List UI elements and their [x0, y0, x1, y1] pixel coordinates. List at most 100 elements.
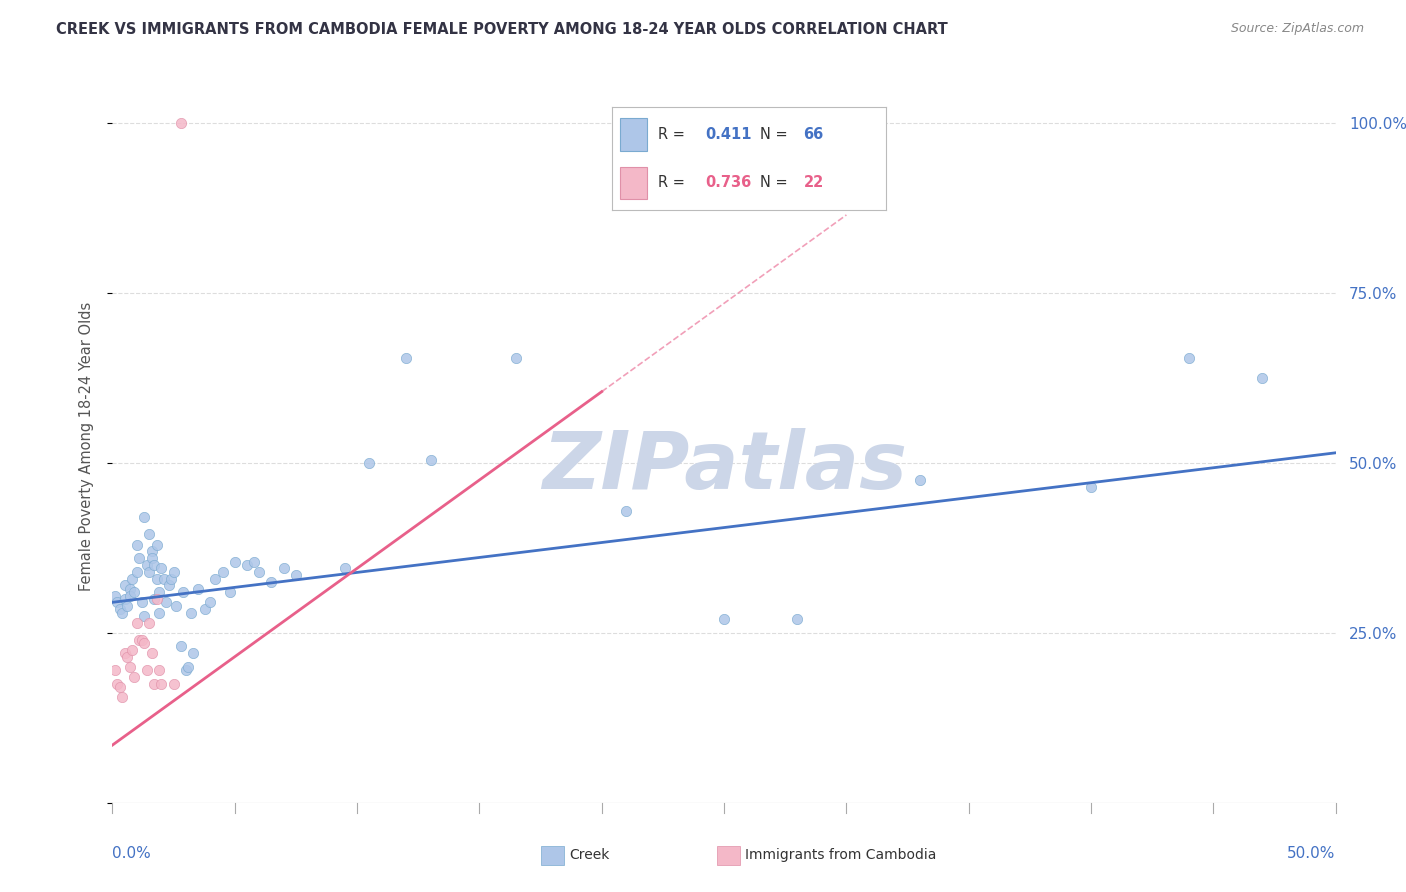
- Point: [395, 351, 418, 365]
- Point: [1251, 371, 1274, 385]
- Point: [138, 565, 160, 579]
- Point: [219, 585, 242, 599]
- Point: [187, 582, 209, 596]
- Point: [247, 565, 270, 579]
- Point: [125, 565, 148, 579]
- Point: [124, 670, 146, 684]
- Point: [713, 612, 735, 626]
- Point: [200, 595, 222, 609]
- Text: 0.0%: 0.0%: [112, 846, 152, 861]
- Text: Immigrants from Cambodia: Immigrants from Cambodia: [745, 848, 936, 863]
- Point: [148, 585, 170, 599]
- Point: [138, 527, 160, 541]
- Point: [153, 572, 176, 586]
- Point: [124, 585, 146, 599]
- Text: 22: 22: [804, 176, 824, 191]
- Point: [236, 558, 259, 572]
- Text: N =: N =: [759, 128, 792, 142]
- Point: [143, 558, 166, 572]
- Text: R =: R =: [658, 176, 690, 191]
- Point: [115, 649, 138, 664]
- Point: [163, 565, 186, 579]
- Point: [224, 555, 246, 569]
- Text: 0.736: 0.736: [704, 176, 751, 191]
- Point: [181, 646, 204, 660]
- Text: 50.0%: 50.0%: [1288, 846, 1336, 861]
- Point: [177, 660, 200, 674]
- Point: [114, 591, 136, 606]
- Point: [284, 568, 308, 582]
- Point: [141, 544, 163, 558]
- Point: [165, 599, 187, 613]
- Point: [1178, 351, 1201, 365]
- Point: [155, 595, 177, 609]
- Point: [141, 646, 163, 660]
- Point: [170, 640, 193, 654]
- Point: [115, 599, 138, 613]
- Point: [170, 116, 193, 130]
- Point: [273, 561, 295, 575]
- Point: [114, 578, 136, 592]
- Point: [135, 663, 157, 677]
- Point: [111, 606, 134, 620]
- Point: [157, 578, 180, 592]
- Point: [108, 680, 131, 694]
- Point: [180, 606, 202, 620]
- Point: [908, 473, 931, 487]
- Point: [111, 690, 134, 705]
- Point: [211, 565, 233, 579]
- Point: [105, 595, 128, 609]
- Point: [614, 503, 637, 517]
- Text: Source: ZipAtlas.com: Source: ZipAtlas.com: [1230, 22, 1364, 36]
- Point: [118, 660, 141, 674]
- Point: [150, 677, 173, 691]
- Bar: [620, 167, 647, 199]
- Point: [138, 615, 160, 630]
- Point: [148, 606, 170, 620]
- Point: [419, 452, 441, 467]
- Text: R =: R =: [658, 128, 690, 142]
- Point: [128, 551, 150, 566]
- Point: [172, 585, 194, 599]
- Point: [118, 582, 141, 596]
- Point: [145, 572, 167, 586]
- Point: [163, 677, 186, 691]
- Point: [143, 591, 166, 606]
- Point: [145, 591, 167, 606]
- Point: [134, 636, 156, 650]
- Text: ZIPatlas: ZIPatlas: [541, 428, 907, 507]
- Point: [114, 646, 136, 660]
- Point: [359, 456, 381, 470]
- Point: [134, 510, 156, 524]
- Point: [131, 595, 153, 609]
- Point: [108, 602, 131, 616]
- Point: [125, 615, 148, 630]
- Point: [243, 555, 266, 569]
- Point: [1080, 480, 1102, 494]
- Text: Creek: Creek: [569, 848, 610, 863]
- Point: [786, 612, 808, 626]
- Bar: [620, 119, 647, 151]
- Point: [145, 537, 167, 551]
- Point: [128, 632, 150, 647]
- Point: [160, 572, 183, 586]
- Point: [141, 551, 163, 566]
- Point: [104, 663, 127, 677]
- Point: [104, 589, 127, 603]
- Text: 0.411: 0.411: [704, 128, 751, 142]
- Point: [150, 561, 173, 575]
- Point: [505, 351, 527, 365]
- Point: [148, 663, 170, 677]
- Text: 66: 66: [804, 128, 824, 142]
- Point: [134, 608, 156, 623]
- Point: [260, 574, 283, 589]
- Point: [118, 589, 141, 603]
- Point: [131, 632, 153, 647]
- Point: [204, 572, 226, 586]
- Point: [121, 643, 143, 657]
- Point: [174, 663, 197, 677]
- Text: N =: N =: [759, 176, 792, 191]
- Point: [143, 677, 166, 691]
- Y-axis label: Female Poverty Among 18-24 Year Olds: Female Poverty Among 18-24 Year Olds: [79, 301, 94, 591]
- Point: [135, 558, 157, 572]
